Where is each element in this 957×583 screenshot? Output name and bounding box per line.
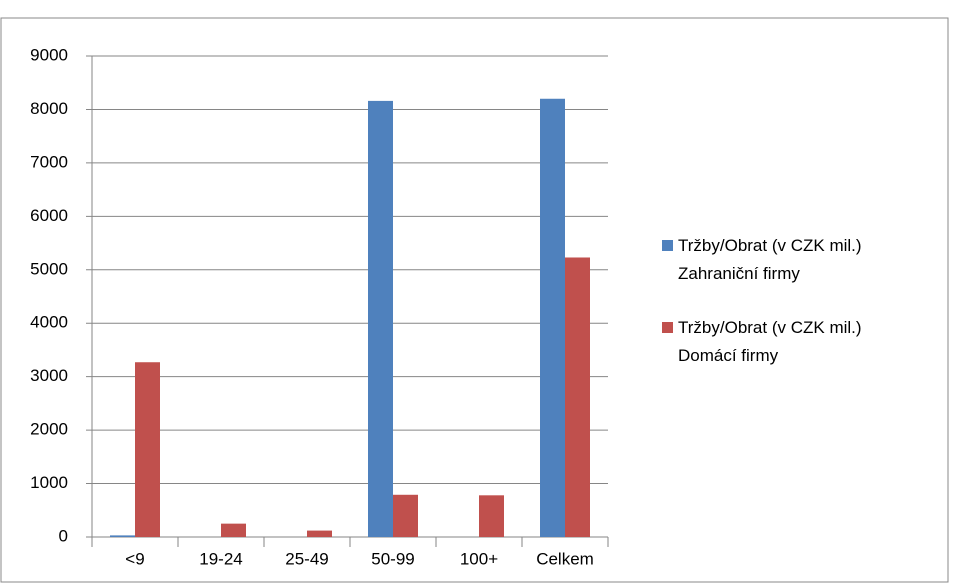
legend-swatch — [662, 240, 673, 251]
bar — [479, 495, 504, 537]
y-tick-label: 3000 — [30, 366, 68, 385]
x-tick-label: 100+ — [460, 549, 498, 568]
x-tick-label: <9 — [125, 549, 144, 568]
legend-swatch — [662, 322, 673, 333]
chart-border — [0, 17, 949, 583]
legend-item: Tržby/Obrat (v CZK mil.) Zahraniční firm… — [662, 232, 872, 288]
x-tick-label: 50-99 — [371, 549, 414, 568]
legend-label: Tržby/Obrat (v CZK mil.) Domácí firmy — [678, 318, 862, 365]
y-tick-label: 5000 — [30, 259, 68, 278]
y-tick-label: 2000 — [30, 420, 68, 439]
y-tick-label: 8000 — [30, 99, 68, 118]
bar — [307, 530, 332, 537]
bar — [110, 535, 135, 537]
y-tick-label: 1000 — [30, 473, 68, 492]
legend: Tržby/Obrat (v CZK mil.) Zahraniční firm… — [662, 232, 872, 396]
y-tick-label: 4000 — [30, 313, 68, 332]
y-tick-label: 0 — [59, 526, 68, 545]
y-tick-label: 9000 — [30, 45, 68, 64]
bar — [540, 98, 565, 537]
x-tick-label: 19-24 — [199, 549, 242, 568]
legend-item: Tržby/Obrat (v CZK mil.) Domácí firmy — [662, 314, 872, 370]
y-tick-label: 7000 — [30, 152, 68, 171]
bar — [393, 494, 418, 537]
legend-label: Tržby/Obrat (v CZK mil.) Zahraniční firm… — [678, 236, 862, 283]
bar — [135, 362, 160, 537]
y-tick-label: 6000 — [30, 206, 68, 225]
x-tick-label: 25-49 — [285, 549, 328, 568]
bar — [565, 257, 590, 537]
x-tick-label: Celkem — [536, 549, 594, 568]
bar — [221, 523, 246, 537]
bar — [368, 100, 393, 537]
